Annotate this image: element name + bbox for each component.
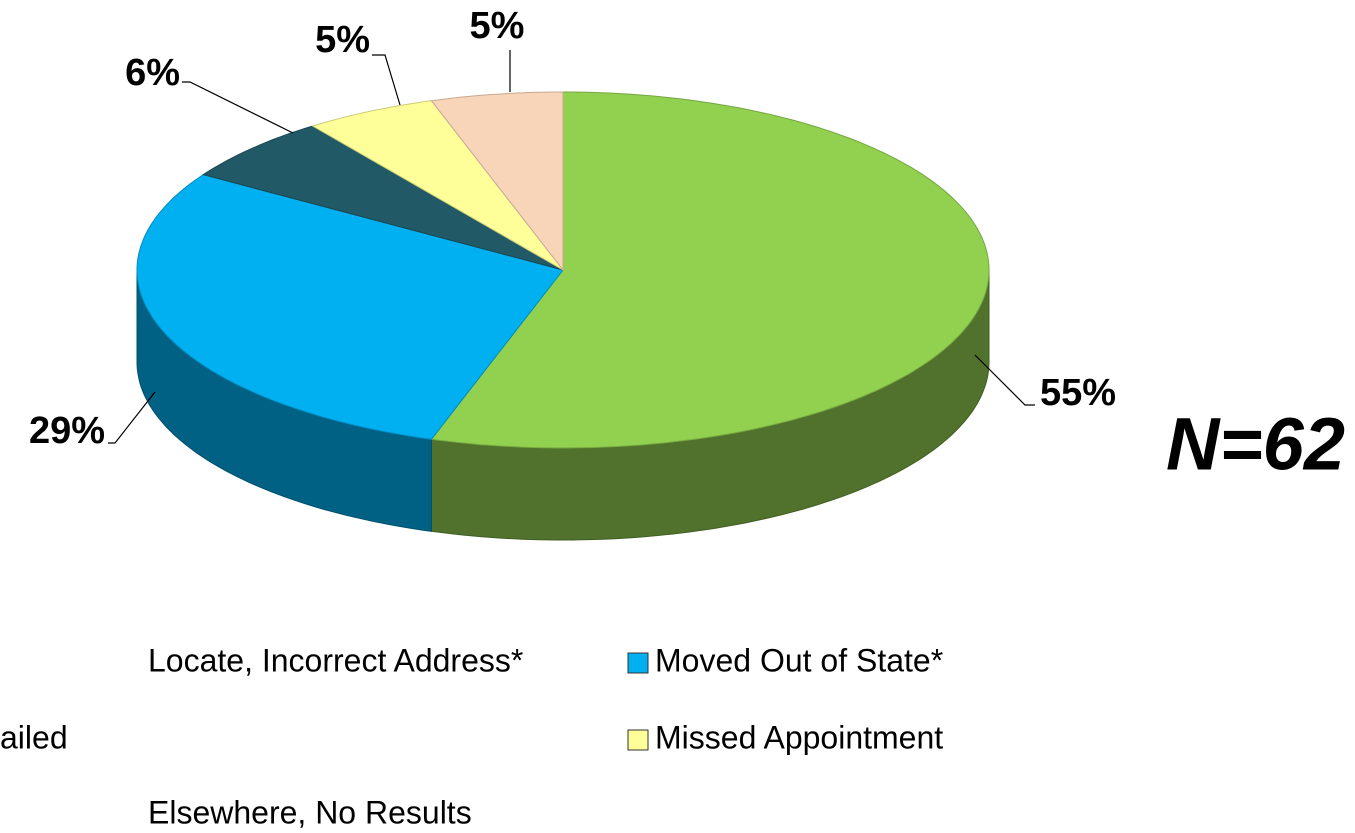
legend-swatch <box>627 652 649 674</box>
legend-label: Missed Appointment <box>655 719 943 755</box>
data-label: 29% <box>29 410 105 452</box>
data-label: 6% <box>125 52 180 94</box>
pie-slice <box>430 91 564 272</box>
pie-slice <box>311 100 564 271</box>
leader-line <box>974 354 1035 406</box>
pie-slice <box>136 174 564 440</box>
data-label: 55% <box>1040 372 1116 414</box>
leader-line <box>108 391 156 444</box>
legend-label: Elsewhere, No Results <box>148 794 472 830</box>
legend-swatch <box>627 729 649 751</box>
data-label: 5% <box>470 5 525 47</box>
legend-label: Moved Out of State* <box>655 642 943 678</box>
pie-tops <box>136 91 990 449</box>
pie-slice <box>202 125 564 271</box>
data-label: 5% <box>315 19 370 61</box>
leader-line <box>182 81 294 134</box>
leader-line <box>372 54 401 106</box>
legend-label: ailed <box>0 719 68 755</box>
pie-slice <box>430 91 990 449</box>
sample-size: N=62 <box>1166 403 1345 486</box>
legend-label: Locate, Incorrect Address* <box>148 642 523 678</box>
